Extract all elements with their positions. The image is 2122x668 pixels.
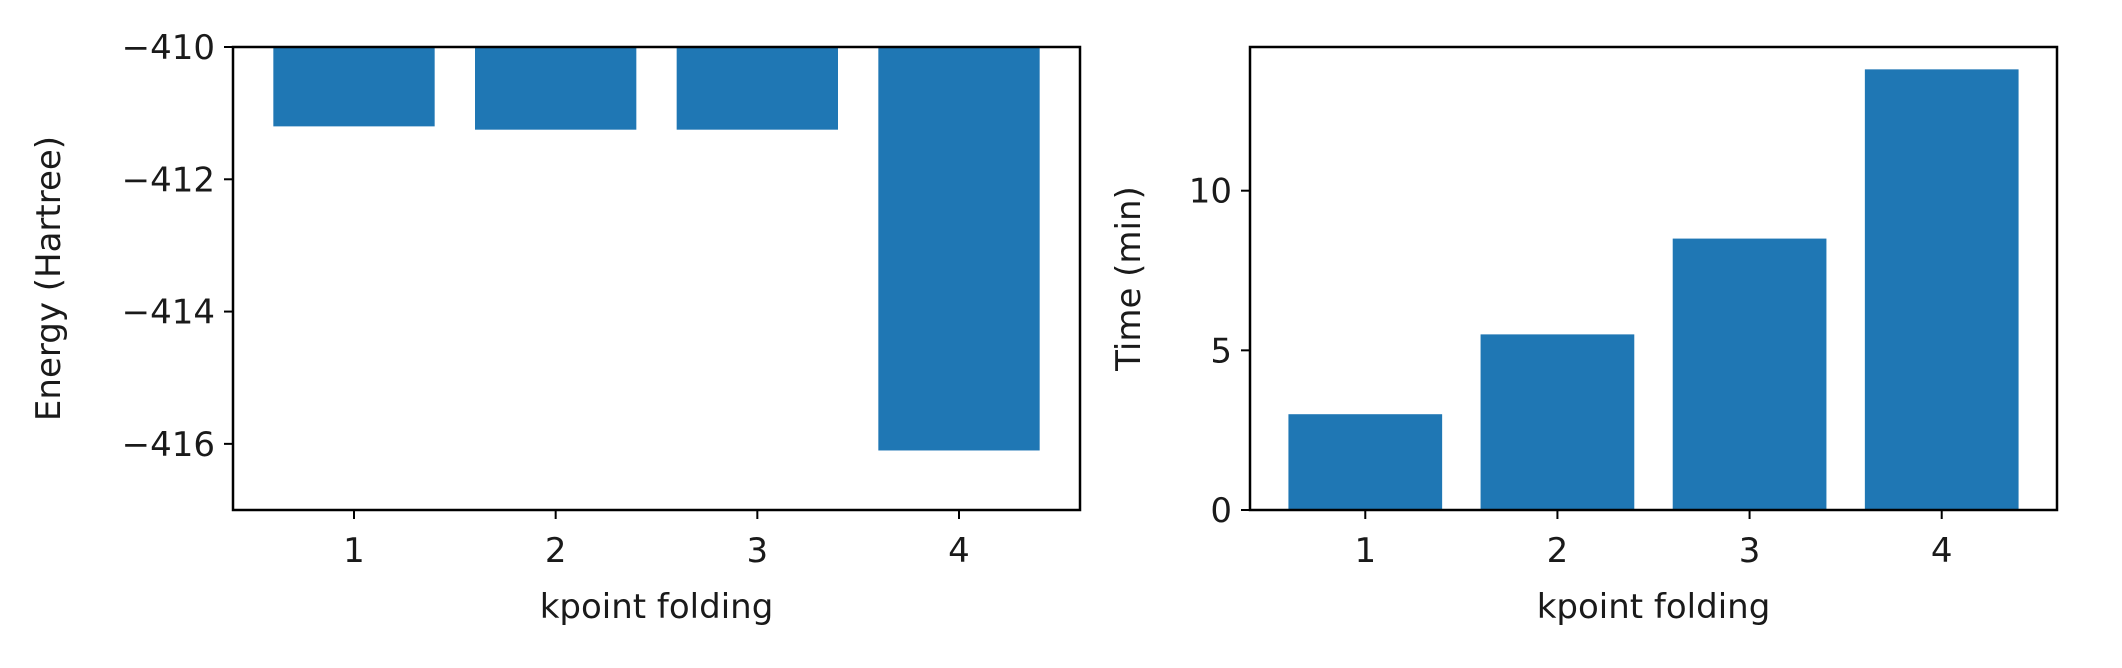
- time-x-tick-label: 3: [1739, 531, 1761, 571]
- energy-bar-3: [676, 47, 838, 130]
- time-y-tick-label: 0: [1210, 491, 1232, 531]
- energy-bar-1: [273, 47, 435, 127]
- energy-y-tick-label: −412: [122, 160, 215, 200]
- energy-bar-2: [475, 47, 637, 130]
- energy-bar-4: [878, 47, 1040, 451]
- energy-x-tick-label: 1: [343, 531, 365, 571]
- time-y-axis-label: Time (min): [1109, 186, 1149, 372]
- time-bar-2: [1480, 334, 1635, 510]
- time-x-tick-label: 1: [1354, 531, 1376, 571]
- energy-x-axis-label: kpoint folding: [540, 587, 774, 627]
- energy-x-tick-label: 2: [545, 531, 567, 571]
- energy-y-tick-label: −414: [122, 293, 215, 333]
- energy-chart: 1 2 3 4 −410 −412 −414 −416 kpoint folding Energy…: [29, 28, 1082, 627]
- time-x-tick-label: 2: [1547, 531, 1569, 571]
- time-x-tick-label: 4: [1931, 531, 1953, 571]
- time-chart: 1 2 3 4 0 5 10 kpoint folding Time (min): [1109, 45, 2059, 627]
- energy-y-axis-label: Energy (Hartree): [29, 136, 69, 421]
- time-x-axis-label: kpoint folding: [1537, 587, 1771, 627]
- energy-axes-frame: [231, 45, 1082, 512]
- time-y-tick-label: 5: [1210, 331, 1232, 371]
- time-y-tick-label: 10: [1189, 172, 1232, 212]
- energy-x-tick-label: 3: [747, 531, 769, 571]
- time-bar-1: [1288, 414, 1443, 510]
- energy-x-tick-label: 4: [948, 531, 970, 571]
- time-bar-3: [1672, 238, 1827, 510]
- time-axes-frame: [1248, 45, 2059, 512]
- energy-y-tick-label: −416: [122, 425, 215, 465]
- energy-y-tick-label: −410: [122, 28, 215, 68]
- time-bar-4: [1864, 69, 2019, 511]
